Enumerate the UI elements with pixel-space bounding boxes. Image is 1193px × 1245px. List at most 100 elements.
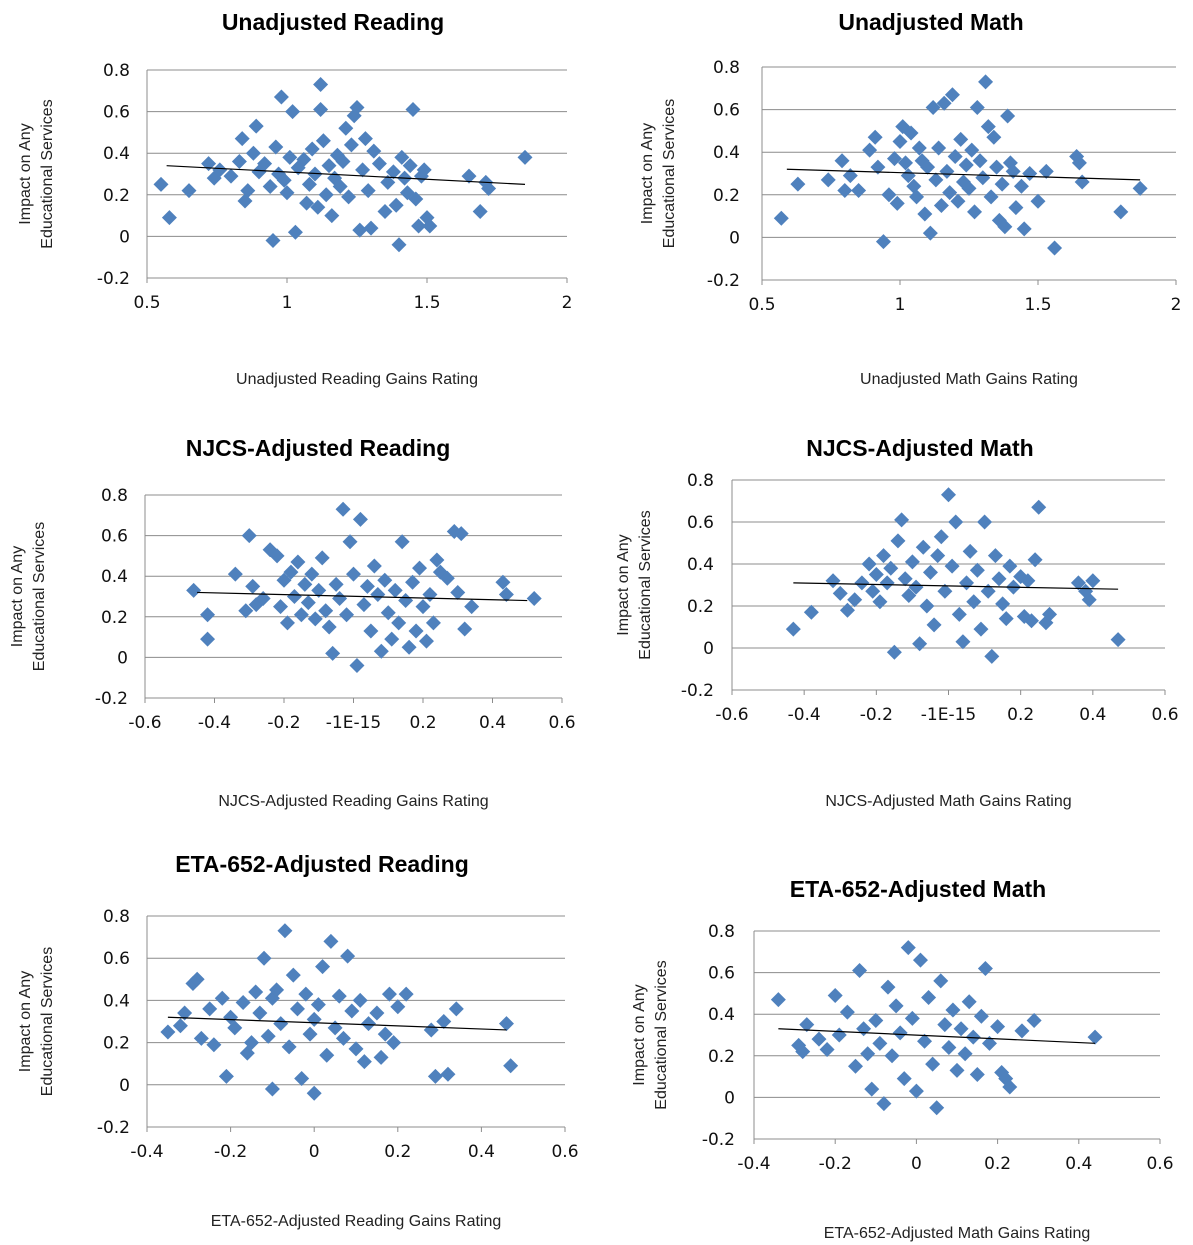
data-point <box>1002 1079 1018 1095</box>
data-point <box>257 156 273 172</box>
chart-title: NJCS-Adjusted Reading <box>186 435 451 461</box>
data-point <box>472 203 488 219</box>
data-point <box>302 1026 318 1042</box>
y-tick-label: 0 <box>703 639 714 659</box>
data-point <box>370 586 386 602</box>
trendline <box>166 165 526 185</box>
data-point <box>277 923 293 939</box>
data-point <box>1014 1023 1030 1039</box>
data-point <box>422 586 438 602</box>
x-tick-label: 0.6 <box>1146 1154 1173 1174</box>
x-axis-label: ETA-652-Adjusted Reading Gains Rating <box>211 1213 502 1230</box>
data-point <box>273 599 289 615</box>
data-point <box>953 1021 969 1037</box>
chart-title: ETA-652-Adjusted Math <box>790 876 1046 902</box>
data-point <box>886 151 902 167</box>
data-point <box>373 1049 389 1065</box>
data-point <box>969 562 985 578</box>
data-point <box>265 233 281 249</box>
data-point <box>200 631 216 647</box>
data-point <box>218 1068 234 1084</box>
data-point <box>335 154 351 170</box>
data-point <box>339 607 355 623</box>
data-point <box>416 162 432 178</box>
x-axis-label: NJCS-Adjusted Math Gains Rating <box>825 793 1071 810</box>
data-point <box>951 606 967 622</box>
data-point <box>380 174 396 190</box>
y-axis-label-line-1: Impact on Any <box>639 123 656 224</box>
data-point <box>880 979 896 995</box>
data-point <box>908 1083 924 1099</box>
data-point <box>961 994 977 1010</box>
data-point <box>1022 166 1038 181</box>
data-point <box>819 1042 835 1058</box>
data-point <box>860 1046 876 1062</box>
data-point <box>983 189 999 205</box>
data-point <box>785 621 801 637</box>
data-point <box>994 176 1010 192</box>
data-point <box>890 533 906 549</box>
data-point <box>832 585 848 601</box>
x-tick-label: -0.4 <box>198 713 231 733</box>
data-point <box>862 142 878 158</box>
data-point <box>987 548 1003 564</box>
y-tick-label: 0.4 <box>103 991 130 1011</box>
data-point <box>377 1026 393 1042</box>
x-tick-label: 0.5 <box>748 295 775 315</box>
data-point <box>922 564 938 580</box>
y-tick-label: 0.8 <box>687 471 714 491</box>
data-point <box>980 119 996 135</box>
x-tick-label: -0.2 <box>214 1142 247 1162</box>
data-point <box>306 1011 322 1027</box>
data-point <box>429 552 445 568</box>
y-axis-label-line-2: Educational Services <box>637 510 654 659</box>
data-point <box>160 1024 176 1040</box>
y-tick-label: 0 <box>119 1076 130 1096</box>
x-tick-label: 1 <box>895 295 906 315</box>
data-point <box>286 589 302 604</box>
x-tick-label: 2 <box>562 293 573 313</box>
data-point <box>268 139 284 155</box>
data-point <box>234 131 250 147</box>
data-point <box>969 99 985 115</box>
data-point <box>920 159 936 175</box>
data-point <box>450 584 466 600</box>
data-point <box>831 1027 847 1043</box>
data-point <box>872 1035 888 1051</box>
data-point <box>930 548 946 564</box>
data-point <box>1030 193 1046 209</box>
data-point <box>369 1005 385 1021</box>
trendline <box>793 582 1119 590</box>
y-axis-label-line-2: Educational Services <box>39 947 56 1096</box>
x-tick-label: 0.6 <box>548 713 575 733</box>
data-point <box>381 986 397 1002</box>
data-point <box>328 576 344 592</box>
data-point <box>892 134 908 150</box>
data-point <box>356 597 372 613</box>
y-axis-label-line-1: Impact on Any <box>9 546 26 647</box>
data-point <box>344 1003 360 1019</box>
y-tick-label: 0.6 <box>103 949 130 969</box>
data-point <box>969 1067 985 1083</box>
trendline <box>778 1028 1096 1044</box>
data-point <box>363 623 379 639</box>
data-point <box>405 102 421 118</box>
data-point <box>909 189 925 205</box>
data-point <box>273 1016 289 1032</box>
data-point <box>1085 573 1101 589</box>
data-point <box>248 984 264 1000</box>
data-point <box>950 193 966 209</box>
data-point <box>941 487 956 503</box>
data-point <box>903 125 919 141</box>
data-point <box>917 1033 933 1049</box>
data-point <box>864 1081 880 1097</box>
data-point <box>947 148 963 164</box>
data-point <box>1038 163 1054 179</box>
data-point <box>398 986 414 1002</box>
data-point <box>847 592 863 608</box>
data-point <box>193 1030 209 1046</box>
scatter-panel-1: Unadjusted Reading -0.2 0 0.2 0.4 0.6 0.8 0.5 1 1… <box>17 9 572 388</box>
data-point <box>212 162 228 178</box>
data-point <box>977 514 993 530</box>
y-tick-label: -0.2 <box>95 689 128 709</box>
